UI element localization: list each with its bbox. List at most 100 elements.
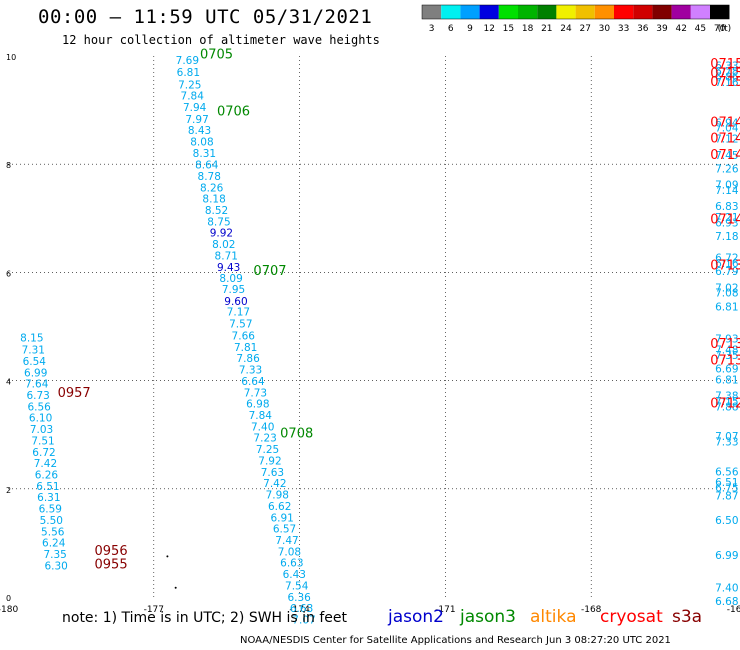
wave-height-label: 5.50 — [40, 515, 63, 527]
point-marker — [166, 555, 169, 558]
wave-height-label: 7.33 — [239, 365, 262, 377]
wave-height-label: 6.59 — [39, 504, 62, 516]
wave-height-label: 7.07 — [715, 431, 738, 443]
wave-height-label: 6.98 — [246, 399, 269, 411]
x-tick-label: -168 — [581, 605, 602, 615]
wave-height-label: 7.94 — [183, 102, 207, 114]
legend-label: 27 — [579, 24, 590, 34]
legend-label: 39 — [656, 24, 668, 34]
wave-height-label: 7.57 — [229, 319, 252, 331]
legend-label: 3 — [429, 24, 435, 34]
wave-height-label: 7.18 — [715, 231, 738, 243]
wave-height-label: 8.26 — [200, 182, 224, 194]
satellite-jason3: jason3 — [460, 607, 516, 627]
wave-height-label: 7.66 — [232, 330, 256, 342]
time-label: 0714 — [710, 132, 740, 147]
wave-height-label: 7.09 — [715, 180, 738, 192]
wave-height-label: 7.87 — [715, 491, 738, 503]
wave-height-label: 6.56 — [715, 466, 739, 478]
wave-height-label: 6.81 — [177, 67, 200, 79]
wave-height-label: 7.93 — [715, 334, 738, 346]
wave-height-label: 7.40 — [251, 421, 274, 433]
wave-height-label: 7.81 — [234, 342, 257, 354]
wave-height-label: 8.78 — [198, 171, 221, 183]
legend-label: 36 — [637, 24, 649, 34]
wave-height-label: 7.25 — [256, 444, 279, 456]
legend-label: 45 — [695, 24, 706, 34]
wave-height-label: 6.30 — [44, 560, 67, 572]
wave-height-label: 9.92 — [210, 228, 233, 240]
legend-label: 70 — [714, 24, 726, 34]
wave-height-label: 7.88 — [715, 401, 738, 413]
point-marker — [174, 586, 177, 589]
wave-height-label: 6.73 — [26, 390, 49, 402]
wave-height-label: 6.94 — [715, 117, 739, 129]
legend-label: 42 — [675, 24, 686, 34]
wave-height-label: 6.72 — [32, 447, 55, 459]
footnote: note: 1) Time is in UTC; 2) SWH is in fe… — [62, 610, 348, 626]
legend-label: 6 — [448, 24, 454, 34]
page-title: 00:00 – 11:59 UTC 05/31/2021 — [38, 6, 373, 28]
wave-height-label: 6.91 — [270, 512, 293, 524]
legend-swatch — [614, 5, 634, 19]
time-label: 0713 — [710, 259, 740, 274]
time-label: 0714 — [710, 213, 740, 228]
wave-height-label: 7.33 — [715, 437, 738, 449]
wave-height-label: 7.16 — [715, 77, 739, 89]
wave-height-label: 7.23 — [253, 433, 276, 445]
wave-height-label: 6.93 — [715, 217, 738, 229]
time-label: 0708 — [280, 426, 313, 441]
wave-height-label: 8.71 — [215, 250, 238, 262]
wave-height-label: 7.31 — [22, 345, 45, 357]
legend-swatch — [710, 5, 730, 19]
wave-height-label: 8.08 — [190, 136, 213, 148]
legend-label: 30 — [599, 24, 611, 34]
legend-label: 24 — [560, 24, 572, 34]
wave-height-label: 6.99 — [715, 550, 738, 562]
wave-height-label: 6.10 — [29, 413, 52, 425]
page-subtitle: 12 hour collection of altimeter wave hei… — [62, 33, 380, 47]
legend-swatch — [518, 5, 538, 19]
wave-height-label: 6.51 — [36, 481, 59, 493]
wave-height-label: 7.42 — [263, 478, 286, 490]
wave-height-label: 7.73 — [244, 387, 267, 399]
legend-label: 33 — [618, 24, 629, 34]
wave-height-label: 7.42 — [34, 458, 57, 470]
time-label: 0707 — [253, 264, 286, 279]
legend-swatch — [633, 5, 653, 19]
time-label: 0714 — [710, 115, 740, 130]
y-tick-label: 0 — [6, 594, 11, 603]
wave-height-label: 7.51 — [31, 435, 54, 447]
wave-height-label: 6.63 — [280, 558, 303, 570]
wave-height-label: 8.31 — [193, 148, 216, 160]
wave-height-label: 6.69 — [715, 363, 738, 375]
wave-height-label: 7.35 — [43, 549, 66, 561]
time-label: 0715 — [710, 75, 740, 90]
wave-height-label: 6.63 — [290, 603, 313, 615]
wave-height-label: 5.56 — [41, 526, 65, 538]
wave-height-label: 7.86 — [236, 353, 260, 365]
wave-height-label: 7.45 — [715, 150, 738, 162]
legend-swatch — [460, 5, 480, 19]
y-tick-label: 6 — [6, 269, 11, 278]
wave-height-label: 6.26 — [35, 470, 59, 482]
wave-height-label: 7.47 — [275, 535, 298, 547]
x-tick-label: -177 — [144, 605, 164, 615]
wave-height-label: 7.98 — [266, 490, 289, 502]
wave-height-label: 6.33 — [715, 61, 738, 73]
wave-height-label: 7.17 — [227, 307, 250, 319]
legend-swatch — [575, 5, 595, 19]
legend-label: 18 — [522, 24, 534, 34]
wave-height-label: 7.64 — [25, 379, 49, 391]
legend-unit: (ft) — [718, 24, 732, 34]
wave-height-label: 6.75 — [715, 483, 738, 495]
wave-height-label: 7.21 — [715, 212, 738, 224]
wave-height-label: 6.81 — [715, 301, 738, 313]
wave-height-label: 9.60 — [224, 296, 247, 308]
wave-height-label: 7.40 — [715, 583, 738, 595]
wave-height-label: 7.08 — [278, 546, 301, 558]
wave-height-label: 7.97 — [185, 114, 208, 126]
wave-height-label: 7.14 — [715, 185, 739, 197]
